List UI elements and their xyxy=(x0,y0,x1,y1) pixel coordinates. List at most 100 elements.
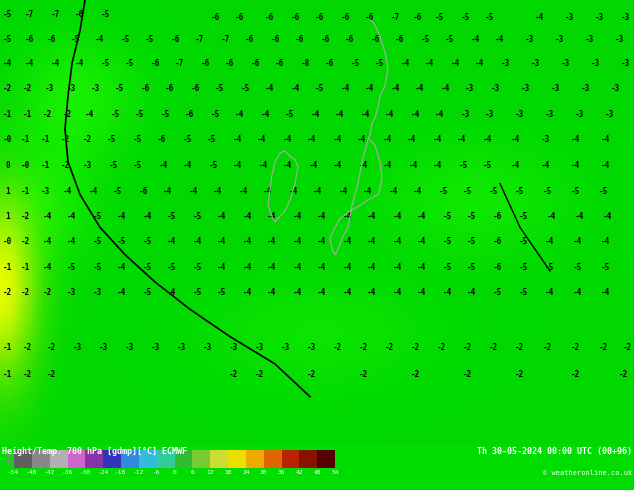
Text: -4: -4 xyxy=(318,212,327,221)
Text: -0: -0 xyxy=(3,237,13,246)
Text: -3: -3 xyxy=(91,84,100,93)
Bar xyxy=(67,450,86,468)
Text: -5: -5 xyxy=(216,84,224,93)
Text: -4: -4 xyxy=(358,135,366,145)
Text: -4: -4 xyxy=(217,263,226,272)
Text: 1: 1 xyxy=(6,187,10,196)
Text: -0: -0 xyxy=(20,161,30,170)
Text: -4: -4 xyxy=(571,135,579,145)
Text: -4: -4 xyxy=(571,161,579,170)
Text: -5: -5 xyxy=(315,84,325,93)
Text: -4: -4 xyxy=(342,263,352,272)
Text: -4: -4 xyxy=(367,289,377,297)
Text: -6: -6 xyxy=(370,35,380,44)
Text: -2: -2 xyxy=(20,289,30,297)
Text: -5: -5 xyxy=(93,212,101,221)
Text: -4: -4 xyxy=(367,237,377,246)
Text: -4: -4 xyxy=(259,161,268,170)
Text: -6: -6 xyxy=(266,13,275,22)
Text: -4: -4 xyxy=(600,161,610,170)
Text: -3: -3 xyxy=(580,84,590,93)
Text: -4: -4 xyxy=(576,212,585,221)
Text: -4: -4 xyxy=(457,135,467,145)
Text: -4: -4 xyxy=(467,289,477,297)
Text: -4: -4 xyxy=(535,13,545,22)
Text: -5: -5 xyxy=(519,237,529,246)
Text: -2: -2 xyxy=(411,370,420,379)
Text: -4: -4 xyxy=(540,161,550,170)
Text: 24: 24 xyxy=(242,470,250,475)
Text: -1: -1 xyxy=(20,263,30,272)
Text: -6: -6 xyxy=(295,35,304,44)
Text: -4: -4 xyxy=(436,110,444,119)
Text: -4: -4 xyxy=(413,187,423,196)
Text: -5: -5 xyxy=(136,110,145,119)
Text: -5: -5 xyxy=(519,212,529,221)
Text: -1: -1 xyxy=(41,135,49,145)
Text: -4: -4 xyxy=(602,237,611,246)
Text: -5: -5 xyxy=(108,161,118,170)
Text: -5: -5 xyxy=(467,263,477,272)
Text: -4: -4 xyxy=(318,263,327,272)
Text: -2: -2 xyxy=(63,110,73,119)
Text: -4: -4 xyxy=(573,289,583,297)
Text: -4: -4 xyxy=(95,35,105,44)
Text: -1: -1 xyxy=(3,110,13,119)
Text: -5: -5 xyxy=(145,35,155,44)
Text: -4: -4 xyxy=(389,187,398,196)
Text: -5: -5 xyxy=(70,35,80,44)
Text: -1: -1 xyxy=(3,343,13,352)
Text: -6: -6 xyxy=(315,13,325,22)
Text: -1: -1 xyxy=(20,135,30,145)
Text: -5: -5 xyxy=(3,10,13,19)
Text: -4: -4 xyxy=(143,212,152,221)
Text: -6: -6 xyxy=(150,59,160,68)
Text: -7: -7 xyxy=(391,13,399,22)
Text: -5: -5 xyxy=(438,187,448,196)
Text: -3: -3 xyxy=(515,110,524,119)
Text: -42: -42 xyxy=(44,470,55,475)
Text: © weatheronline.co.uk: © weatheronline.co.uk xyxy=(543,470,632,476)
Text: -4: -4 xyxy=(476,59,484,68)
Text: -4: -4 xyxy=(367,263,377,272)
Text: -5: -5 xyxy=(192,212,202,221)
Text: -6: -6 xyxy=(413,13,423,22)
Text: -4: -4 xyxy=(392,263,401,272)
Text: -4: -4 xyxy=(392,289,401,297)
Text: -4: -4 xyxy=(363,187,373,196)
Text: -2: -2 xyxy=(20,212,30,221)
Text: -1: -1 xyxy=(23,110,32,119)
Text: -6: -6 xyxy=(493,212,501,221)
Text: -3: -3 xyxy=(41,187,49,196)
Text: -4: -4 xyxy=(470,35,480,44)
Text: -5: -5 xyxy=(463,187,472,196)
Text: -4: -4 xyxy=(401,59,410,68)
Text: -2: -2 xyxy=(82,135,92,145)
Text: -5: -5 xyxy=(192,289,202,297)
Text: -7: -7 xyxy=(50,10,60,19)
Text: -2: -2 xyxy=(571,343,581,352)
Text: -5: -5 xyxy=(420,35,430,44)
Text: -4: -4 xyxy=(43,263,53,272)
Text: -4: -4 xyxy=(43,212,53,221)
Text: -4: -4 xyxy=(417,237,427,246)
Text: -5: -5 xyxy=(519,289,529,297)
Text: -3: -3 xyxy=(621,13,630,22)
Text: -2: -2 xyxy=(20,237,30,246)
Text: -3: -3 xyxy=(230,343,238,352)
Text: 6: 6 xyxy=(190,470,194,475)
Text: -5: -5 xyxy=(133,135,141,145)
Text: -5: -5 xyxy=(375,59,385,68)
Text: -4: -4 xyxy=(292,263,302,272)
Text: -3: -3 xyxy=(595,13,605,22)
Text: -6: -6 xyxy=(185,110,195,119)
Text: -6: -6 xyxy=(270,35,280,44)
Text: -3: -3 xyxy=(460,110,470,119)
Text: -2: -2 xyxy=(623,343,633,352)
Text: -4: -4 xyxy=(242,237,252,246)
Text: -3: -3 xyxy=(307,343,316,352)
Text: -4: -4 xyxy=(318,237,327,246)
Text: -4: -4 xyxy=(441,84,450,93)
Text: -4: -4 xyxy=(342,212,352,221)
Text: -3: -3 xyxy=(621,59,630,68)
